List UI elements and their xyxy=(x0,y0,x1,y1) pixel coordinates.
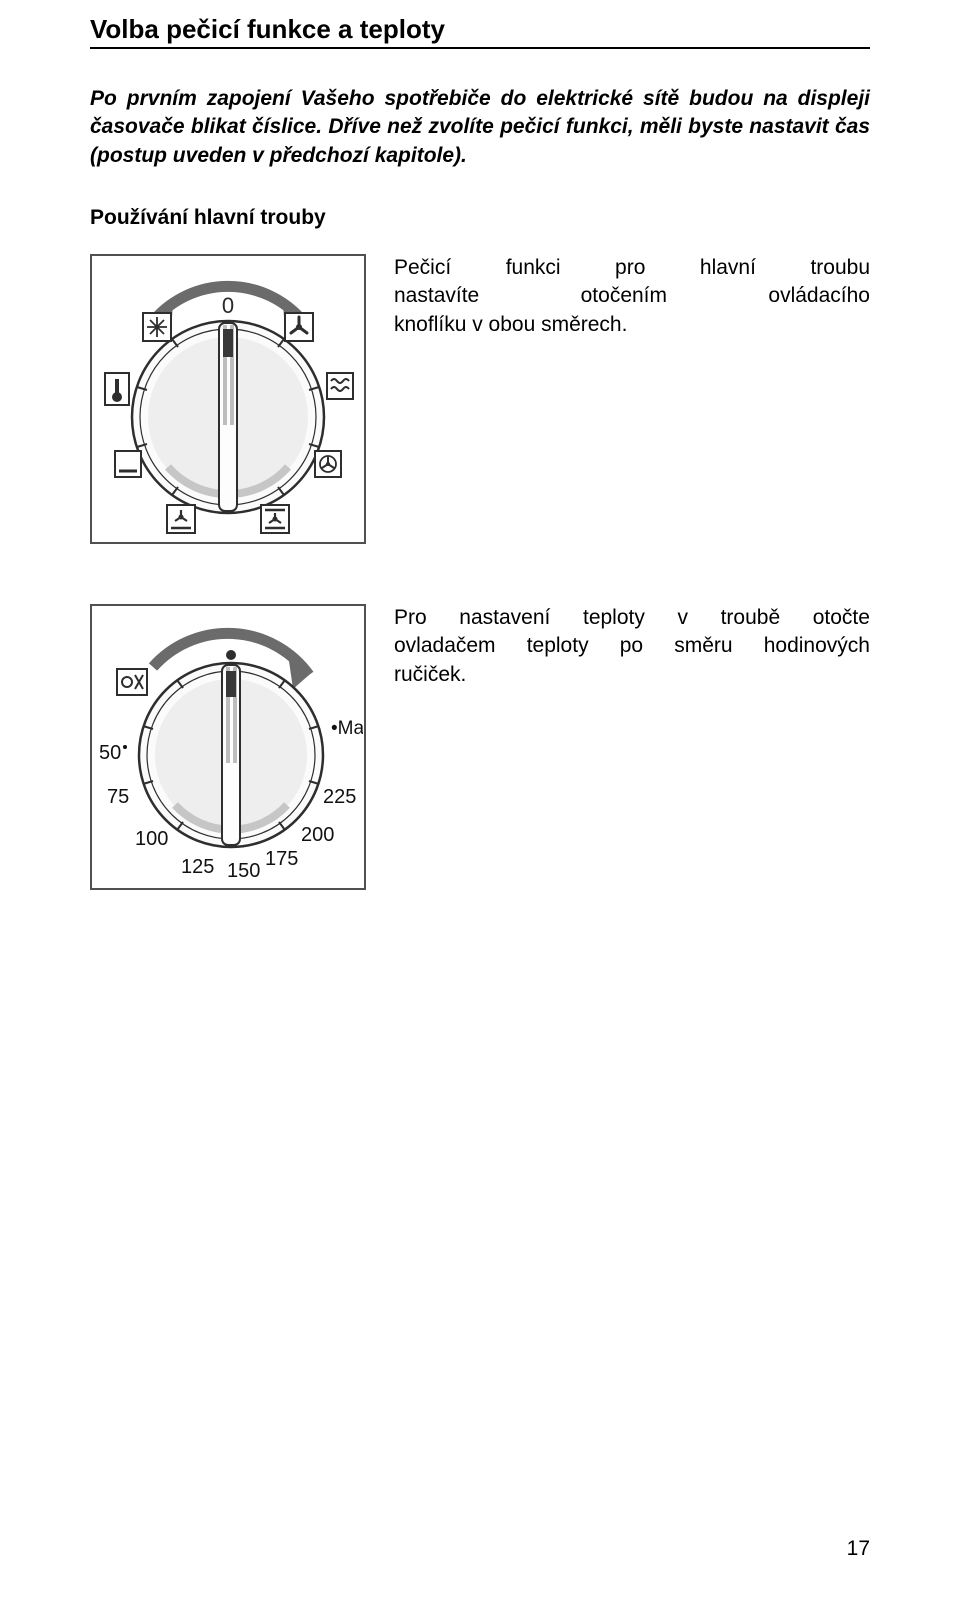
page: Volba pečicí funkce a teploty Po prvním … xyxy=(0,0,960,1601)
temp-knob-svg: •Max 50 75 100 125 150 175 200 225 xyxy=(93,607,363,887)
w: ovladačem xyxy=(394,632,496,660)
function-knob-text: Pečicí funkci pro hlavní troubu nastavít… xyxy=(394,254,870,339)
t125: 125 xyxy=(181,856,214,878)
section-heading: Používání hlavní trouby xyxy=(90,206,870,230)
w: knoflíku v obou směrech. xyxy=(394,311,870,339)
t200: 200 xyxy=(301,824,334,846)
w: troubu xyxy=(810,254,870,282)
t150: 150 xyxy=(227,860,260,882)
w: otočte xyxy=(813,604,870,632)
icon-fan-conventional xyxy=(261,505,289,533)
t75: 75 xyxy=(107,786,129,808)
w: ručiček. xyxy=(394,661,870,689)
t175: 175 xyxy=(265,848,298,870)
icon-fan-bottom xyxy=(167,505,195,533)
icon-grill xyxy=(327,373,353,399)
temp-knob-text: Pro nastavení teploty v troubě otočte ov… xyxy=(394,604,870,689)
zero-label: 0 xyxy=(222,293,234,318)
icon-light xyxy=(105,373,129,405)
w: hodinových xyxy=(764,632,870,660)
icon-fan xyxy=(285,313,313,341)
w: pro xyxy=(615,254,645,282)
temp-knob-figure: •Max 50 75 100 125 150 175 200 225 xyxy=(90,604,366,890)
row-function-knob: 0 xyxy=(90,254,870,544)
w: Pro xyxy=(394,604,427,632)
t50: 50 xyxy=(99,742,121,764)
t225: 225 xyxy=(323,786,356,808)
icon-defrost xyxy=(143,313,171,341)
w: teploty xyxy=(527,632,589,660)
w: nastavíte xyxy=(394,282,479,310)
w: hlavní xyxy=(700,254,756,282)
icon-bottom-heat xyxy=(115,451,141,477)
icon-fan-forced xyxy=(315,451,341,477)
w: troubě xyxy=(721,604,781,632)
w: Pečicí xyxy=(394,254,451,282)
max-label: •Max xyxy=(331,718,363,739)
function-knob-svg: 0 xyxy=(93,257,363,541)
w: otočením xyxy=(581,282,667,310)
page-title: Volba pečicí funkce a teploty xyxy=(90,14,870,49)
intro-paragraph: Po prvním zapojení Vašeho spotřebiče do … xyxy=(90,85,870,170)
function-knob-figure: 0 xyxy=(90,254,366,544)
w: směru xyxy=(674,632,732,660)
w: ovládacího xyxy=(768,282,870,310)
w: v xyxy=(677,604,688,632)
w: po xyxy=(620,632,643,660)
icon-off xyxy=(117,669,147,695)
row-temp-knob: •Max 50 75 100 125 150 175 200 225 Pro n… xyxy=(90,604,870,890)
w: teploty xyxy=(583,604,645,632)
w: funkci xyxy=(506,254,561,282)
t100: 100 xyxy=(135,828,168,850)
page-number: 17 xyxy=(847,1537,870,1561)
w: nastavení xyxy=(459,604,550,632)
